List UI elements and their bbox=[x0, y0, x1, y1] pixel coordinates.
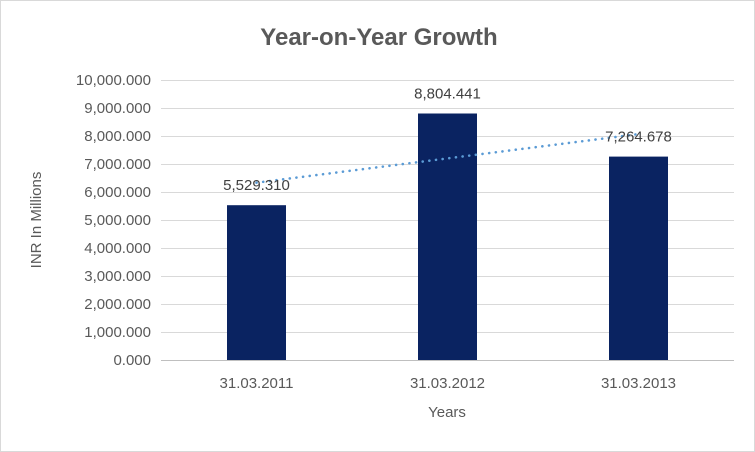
x-tick-label: 31.03.2012 bbox=[410, 375, 485, 392]
bar-data-labels: 5,529.310 8,804.441 7,264.678 bbox=[223, 86, 672, 195]
y-tick-label: 6,000.000 bbox=[84, 184, 151, 201]
x-axis-tick-labels: 31.03.2011 31.03.2012 31.03.2013 bbox=[220, 375, 677, 392]
y-tick-label: 8,000.000 bbox=[84, 128, 151, 145]
y-tick-label: 9,000.000 bbox=[84, 100, 151, 117]
y-axis-tick-labels: 0.000 1,000.000 2,000.000 3,000.000 4,000.00… bbox=[76, 72, 151, 369]
y-tick-label: 10,000.000 bbox=[76, 72, 151, 89]
bar-31.03.2013[interactable] bbox=[609, 156, 668, 360]
x-tick-label: 31.03.2013 bbox=[601, 375, 676, 392]
bar-31.03.2011[interactable] bbox=[227, 205, 286, 360]
y-axis-title: INR In Millions bbox=[28, 172, 45, 269]
data-label: 8,804.441 bbox=[414, 86, 481, 103]
y-tick-label: 1,000.000 bbox=[84, 324, 151, 341]
y-tick-label: 3,000.000 bbox=[84, 268, 151, 285]
chart-title: Year-on-Year Growth bbox=[260, 24, 497, 51]
x-tick-label: 31.03.2011 bbox=[220, 375, 294, 392]
y-tick-label: 5,000.000 bbox=[84, 212, 151, 229]
trendline[interactable] bbox=[255, 132, 640, 184]
bar-series bbox=[227, 113, 668, 361]
y-tick-label: 0.000 bbox=[113, 352, 151, 369]
bar-31.03.2012[interactable] bbox=[418, 113, 477, 361]
data-label: 7,264.678 bbox=[605, 129, 672, 146]
x-axis-title: Years bbox=[428, 404, 466, 421]
y-tick-label: 4,000.000 bbox=[84, 240, 151, 257]
data-label: 5,529.310 bbox=[223, 177, 290, 194]
y-tick-label: 7,000.000 bbox=[84, 156, 151, 173]
y-tick-label: 2,000.000 bbox=[84, 296, 151, 313]
